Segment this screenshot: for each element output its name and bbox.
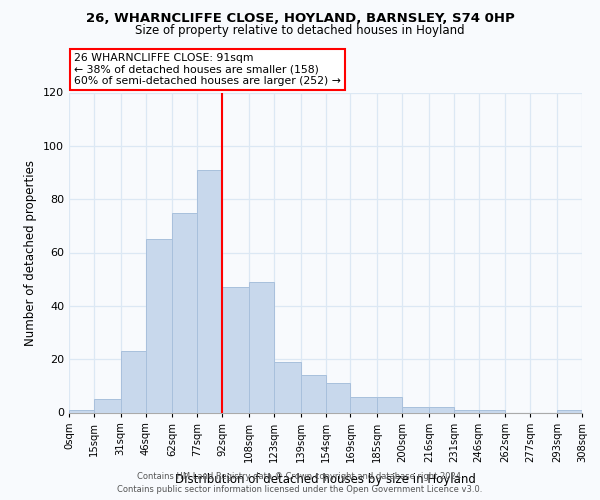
Bar	[454, 410, 479, 412]
Bar	[172, 212, 197, 412]
Bar	[121, 351, 146, 412]
Bar	[557, 410, 582, 412]
Bar	[377, 396, 402, 412]
Bar	[146, 239, 172, 412]
Bar	[350, 396, 377, 412]
Text: 26, WHARNCLIFFE CLOSE, HOYLAND, BARNSLEY, S74 0HP: 26, WHARNCLIFFE CLOSE, HOYLAND, BARNSLEY…	[86, 12, 514, 24]
Bar	[325, 383, 350, 412]
Bar	[429, 407, 454, 412]
Bar	[274, 362, 301, 412]
Text: Size of property relative to detached houses in Hoyland: Size of property relative to detached ho…	[135, 24, 465, 37]
Bar	[301, 375, 325, 412]
Bar	[94, 399, 121, 412]
Bar	[197, 170, 222, 412]
Bar	[402, 407, 429, 412]
Text: Contains HM Land Registry data © Crown copyright and database right 2024.: Contains HM Land Registry data © Crown c…	[137, 472, 463, 481]
Bar	[69, 410, 94, 412]
Bar	[249, 282, 274, 412]
Y-axis label: Number of detached properties: Number of detached properties	[25, 160, 37, 346]
Bar	[479, 410, 505, 412]
Text: 26 WHARNCLIFFE CLOSE: 91sqm
← 38% of detached houses are smaller (158)
60% of se: 26 WHARNCLIFFE CLOSE: 91sqm ← 38% of det…	[74, 53, 341, 86]
X-axis label: Distribution of detached houses by size in Hoyland: Distribution of detached houses by size …	[175, 473, 476, 486]
Text: Contains public sector information licensed under the Open Government Licence v3: Contains public sector information licen…	[118, 485, 482, 494]
Bar	[222, 287, 249, 412]
